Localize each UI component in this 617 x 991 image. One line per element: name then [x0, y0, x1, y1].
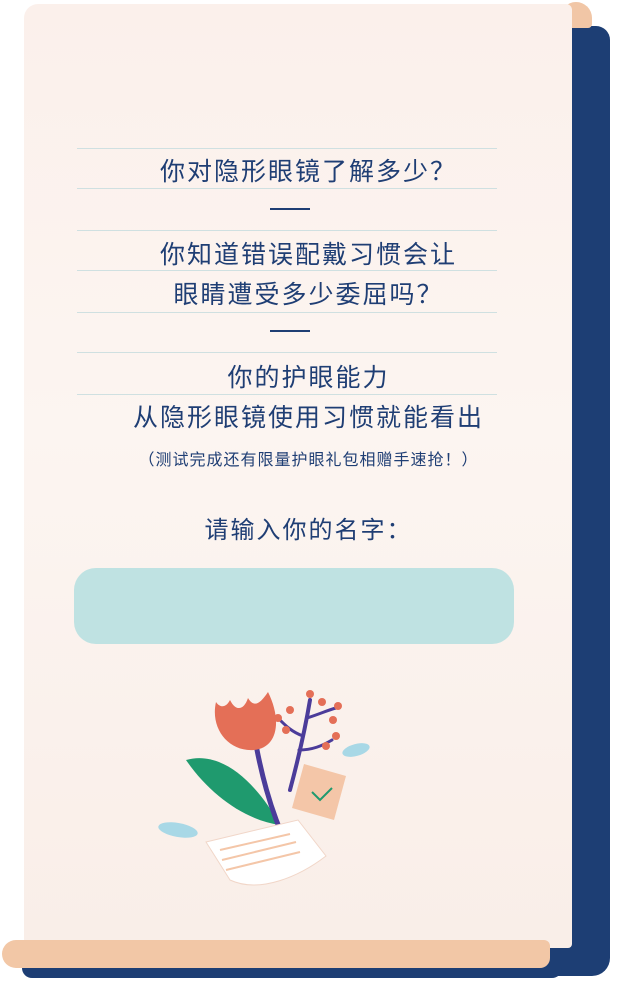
- name-label: 请输入你的名字：: [204, 516, 413, 544]
- ruled-line: [77, 270, 497, 271]
- intro-question-1: 你对隐形眼镜了解多少？: [159, 157, 457, 186]
- gift-note: （测试完成还有限量护眼礼包相赠手速抢！）: [138, 450, 479, 469]
- ruled-line: [77, 188, 497, 189]
- ruled-line: [77, 352, 497, 353]
- divider-dash: [270, 208, 310, 210]
- scroll-roll-bottom: [2, 940, 550, 968]
- ruled-line: [77, 312, 497, 313]
- intro-question-2a: 你知道错误配戴习惯会让: [159, 240, 457, 269]
- intro-statement-1: 你的护眼能力: [227, 363, 390, 392]
- intro-statement-2: 从隐形眼镜使用习惯就能看出: [132, 403, 484, 432]
- tulip-berries-letter-illustration: [158, 690, 370, 886]
- ruled-line: [77, 148, 497, 149]
- intro-question-2b: 眼睛遭受多少委屈吗？: [173, 280, 444, 309]
- name-input[interactable]: [74, 568, 514, 644]
- ruled-line: [77, 230, 497, 231]
- ruled-line: [77, 394, 497, 395]
- divider-dash: [270, 330, 310, 332]
